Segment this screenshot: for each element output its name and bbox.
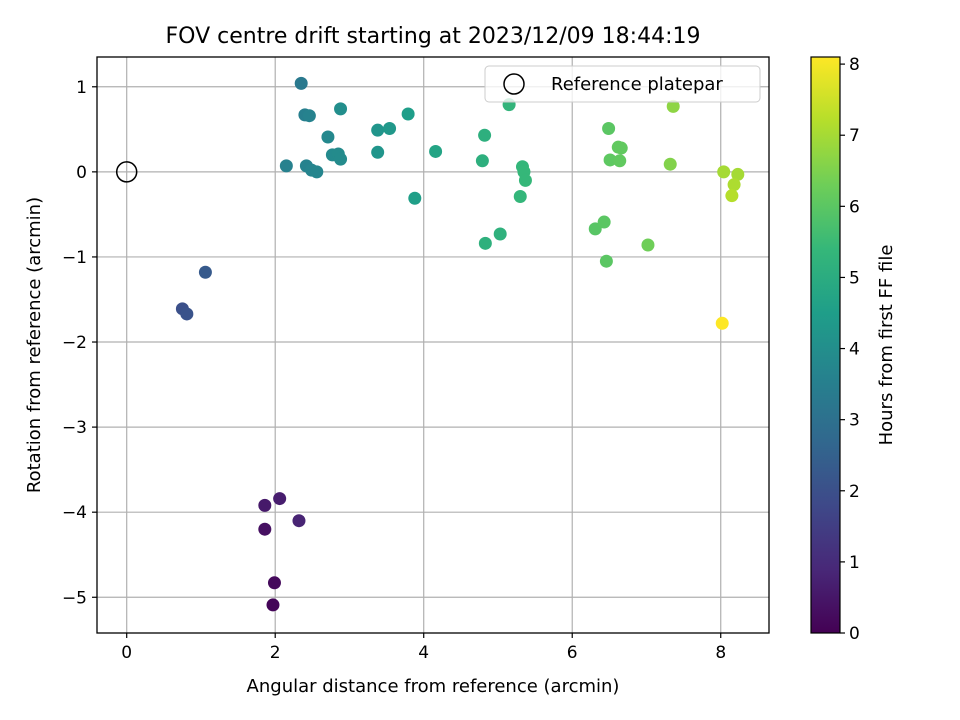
data-point [408, 191, 422, 205]
data-point [294, 76, 308, 90]
data-point [180, 307, 194, 321]
x-tick-label: 4 [418, 643, 429, 663]
data-point [641, 238, 655, 252]
colorbar-tick-label: 2 [849, 482, 860, 502]
data-point [715, 316, 729, 330]
data-point [478, 236, 492, 250]
data-point [371, 123, 385, 137]
colorbar-tick-label: 6 [849, 197, 860, 217]
reference-platepar-marker [115, 161, 138, 183]
data-point [310, 165, 324, 179]
y-tick-label: 0 [76, 163, 87, 183]
x-tick-label: 8 [715, 643, 726, 663]
data-point [292, 514, 306, 528]
data-point [258, 498, 272, 512]
data-point [614, 141, 628, 155]
data-point [371, 145, 385, 159]
x-tick-label: 6 [567, 643, 578, 663]
data-point [266, 598, 280, 612]
colorbar-tick-label: 8 [849, 55, 860, 75]
data-point [613, 154, 627, 168]
data-point [478, 128, 492, 142]
data-point [273, 492, 287, 506]
data-point [321, 130, 335, 144]
data-point [603, 153, 617, 167]
colorbar-tick-label: 5 [849, 268, 860, 288]
grid-lines [97, 57, 769, 633]
y-tick-label: −4 [62, 503, 87, 523]
data-point [727, 178, 741, 192]
data-point [383, 121, 397, 135]
data-point [717, 165, 731, 179]
colorbar-tick-label: 7 [849, 126, 860, 146]
x-axis-label: Angular distance from reference (arcmin) [247, 676, 620, 697]
legend: Reference platepar [484, 65, 761, 103]
data-point [475, 154, 489, 168]
data-point [258, 522, 272, 536]
data-point [493, 227, 507, 241]
data-point [599, 254, 613, 268]
colorbar-tick-label: 4 [849, 340, 860, 360]
chart-title: FOV centre drift starting at 2023/12/09 … [166, 24, 701, 49]
data-point [198, 265, 212, 279]
data-point [731, 167, 745, 181]
x-tick-label: 2 [270, 643, 281, 663]
y-tick-label: −2 [62, 333, 87, 353]
data-point [725, 189, 739, 203]
data-point [588, 222, 602, 236]
data-point [267, 576, 281, 590]
data-point [513, 190, 527, 204]
data-point [666, 99, 680, 113]
data-point [334, 102, 348, 116]
y-tick-label: −3 [62, 418, 87, 438]
legend-box [484, 65, 761, 103]
data-point [279, 159, 293, 173]
colorbar-tick-label: 3 [849, 411, 860, 431]
data-point [663, 157, 677, 171]
colorbar-tick-label: 0 [849, 624, 860, 644]
data-point [302, 109, 316, 123]
data-point [518, 173, 532, 187]
data-point [334, 152, 348, 166]
y-axis-label: Rotation from reference (arcmin) [24, 197, 45, 493]
reference-marker [115, 161, 138, 183]
colorbar-label: Hours from first FF file [876, 245, 897, 446]
colorbar-tick-label: 1 [849, 553, 860, 573]
x-axis-ticks: 0 2 4 6 8 [121, 633, 726, 663]
colorbar-ticks: 0 1 2 3 4 5 6 7 8 [840, 55, 860, 644]
data-point [597, 215, 611, 229]
colorbar [810, 56, 841, 634]
legend-marker [503, 73, 525, 95]
data-point [401, 107, 415, 121]
y-axis-ticks: 1 0 −1 −2 −3 −4 −5 [62, 78, 97, 608]
legend-label: Reference platepar [551, 74, 723, 95]
plot-frame [96, 56, 770, 634]
x-tick-label: 0 [121, 643, 132, 663]
data-point [602, 121, 616, 135]
y-tick-label: −5 [62, 588, 87, 608]
y-tick-label: −1 [62, 248, 87, 268]
y-tick-label: 1 [76, 78, 87, 98]
data-points [175, 76, 745, 612]
data-point [429, 144, 443, 158]
